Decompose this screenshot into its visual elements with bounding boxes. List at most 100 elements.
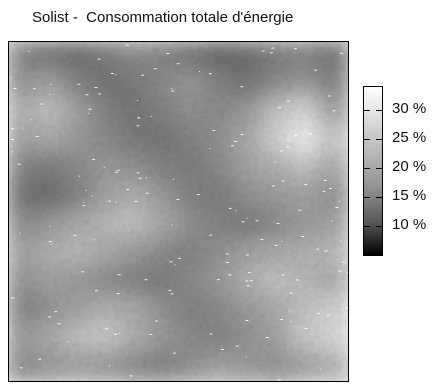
speckle bbox=[209, 148, 210, 149]
speckle bbox=[68, 341, 69, 342]
speckle bbox=[287, 146, 290, 147]
speckle bbox=[256, 220, 259, 221]
colorbar bbox=[363, 86, 383, 256]
speckle bbox=[245, 281, 248, 282]
speckle bbox=[309, 134, 312, 135]
speckle bbox=[245, 320, 248, 321]
speckle bbox=[177, 63, 180, 64]
speckle bbox=[271, 48, 274, 49]
speckle bbox=[36, 136, 39, 137]
speckle bbox=[178, 258, 181, 259]
speckle bbox=[290, 321, 291, 322]
speckle bbox=[329, 188, 332, 189]
speckle bbox=[236, 346, 239, 347]
speckle bbox=[116, 202, 117, 203]
speckle bbox=[278, 379, 281, 380]
speckle bbox=[282, 241, 283, 242]
colorbar-tick bbox=[364, 168, 370, 169]
speckle bbox=[342, 309, 343, 310]
speckle bbox=[28, 51, 29, 52]
speckle bbox=[333, 110, 336, 111]
speckle bbox=[270, 52, 273, 53]
speckle bbox=[294, 48, 297, 49]
speckle bbox=[199, 71, 200, 72]
speckle bbox=[114, 334, 117, 335]
speckle bbox=[151, 116, 152, 117]
speckle bbox=[139, 178, 142, 179]
speckle bbox=[278, 287, 279, 288]
speckle bbox=[117, 170, 120, 171]
speckle bbox=[155, 321, 158, 322]
speckle bbox=[228, 274, 231, 275]
colorbar-tick bbox=[364, 139, 370, 140]
speckle bbox=[313, 115, 314, 116]
speckle bbox=[109, 366, 110, 367]
speckle bbox=[170, 261, 173, 262]
speckle bbox=[301, 236, 304, 237]
speckle bbox=[275, 245, 278, 246]
speckle bbox=[209, 235, 212, 236]
speckle bbox=[11, 139, 14, 140]
speckle bbox=[137, 172, 140, 173]
speckle bbox=[287, 101, 290, 102]
speckle bbox=[274, 162, 275, 163]
speckle bbox=[104, 167, 105, 168]
speckle bbox=[175, 264, 176, 265]
speckle bbox=[115, 74, 116, 75]
heatmap-plot-area bbox=[8, 41, 349, 382]
speckle bbox=[18, 164, 21, 165]
speckle bbox=[324, 180, 327, 181]
speckle bbox=[242, 221, 245, 222]
speckle bbox=[317, 313, 320, 314]
speckle bbox=[314, 70, 317, 71]
speckle bbox=[48, 316, 51, 317]
speckle bbox=[126, 189, 129, 190]
speckle bbox=[95, 290, 98, 291]
speckle bbox=[247, 285, 250, 286]
speckle bbox=[83, 202, 84, 203]
speckle bbox=[338, 271, 341, 272]
speckle bbox=[126, 45, 129, 46]
speckle bbox=[231, 145, 234, 146]
texture-grain bbox=[9, 42, 348, 381]
speckle bbox=[30, 119, 31, 120]
speckle bbox=[171, 91, 174, 92]
speckle bbox=[212, 130, 215, 131]
speckle bbox=[94, 87, 97, 88]
colorbar-tick bbox=[376, 226, 382, 227]
speckle bbox=[345, 312, 346, 313]
speckle bbox=[118, 274, 121, 275]
speckle bbox=[145, 279, 148, 280]
speckle bbox=[49, 226, 50, 227]
speckle bbox=[172, 225, 173, 226]
speckle bbox=[248, 272, 251, 273]
speckle bbox=[79, 176, 80, 177]
speckle bbox=[77, 84, 80, 85]
speckle bbox=[54, 311, 57, 312]
speckle bbox=[277, 223, 280, 224]
speckle bbox=[210, 334, 213, 335]
speckle bbox=[166, 53, 169, 54]
heatmap-svg bbox=[9, 42, 348, 381]
colorbar-tick bbox=[376, 168, 382, 169]
speckle bbox=[282, 181, 285, 182]
speckle bbox=[266, 337, 269, 338]
chart-title: Solist - Consommation totale d'énergie bbox=[32, 9, 293, 26]
colorbar-tick bbox=[376, 139, 382, 140]
speckle bbox=[94, 239, 95, 240]
speckle bbox=[304, 184, 307, 185]
speckle bbox=[221, 349, 224, 350]
speckle bbox=[339, 201, 340, 202]
speckle bbox=[82, 205, 85, 206]
speckle bbox=[247, 218, 248, 219]
speckle bbox=[38, 359, 41, 360]
speckle bbox=[280, 150, 283, 151]
speckle bbox=[250, 280, 253, 281]
speckle bbox=[323, 191, 326, 192]
colorbar-tick bbox=[364, 226, 370, 227]
speckle bbox=[171, 88, 172, 89]
speckle bbox=[327, 315, 330, 316]
speckle bbox=[272, 185, 275, 186]
speckle bbox=[111, 73, 114, 74]
speckle bbox=[11, 297, 14, 298]
